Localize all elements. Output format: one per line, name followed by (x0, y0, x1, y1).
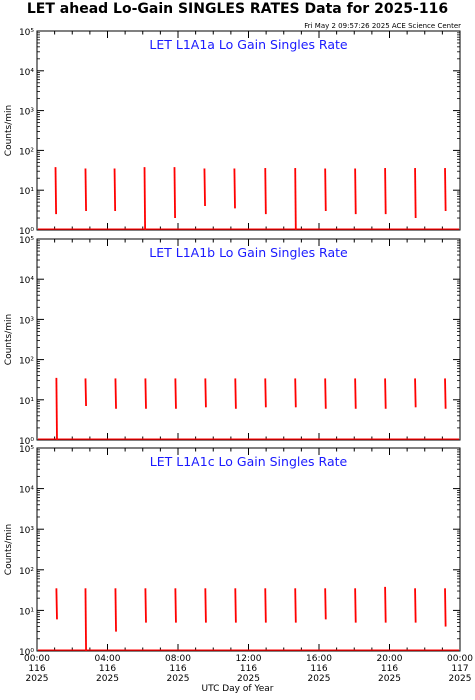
rate-spike (204, 378, 207, 408)
y-tick-label: 10³ (19, 316, 34, 326)
rate-spike (234, 588, 237, 623)
y-tick-label: 10⁴ (19, 486, 34, 496)
y-tick-label: 10⁵ (19, 445, 34, 455)
plot-frame (36, 30, 461, 231)
rate-spike (384, 378, 387, 409)
rate-spike (203, 168, 206, 207)
rate-spike (444, 588, 447, 627)
x-tick-label: 2025 (308, 674, 331, 684)
x-tick-label: 116 (99, 664, 116, 674)
rate-spike (444, 378, 447, 409)
rate-spike (114, 588, 117, 632)
y-tick-label: 10⁵ (19, 28, 34, 38)
rate-spike (414, 168, 417, 219)
plot-frame (36, 238, 461, 441)
x-tick-label: 2025 (378, 674, 401, 684)
rate-spike (143, 167, 147, 231)
rate-spike (84, 378, 87, 407)
y-tick-label: 10³ (19, 526, 34, 536)
rate-spike (294, 168, 297, 231)
rate-spike (324, 168, 327, 212)
x-tick-label: 2025 (26, 674, 49, 684)
x-tick-label: 12:00 (236, 654, 262, 664)
x-tick-label: 117 (451, 664, 468, 674)
rate-spike (324, 378, 327, 409)
x-tick-label: 116 (240, 664, 257, 674)
x-axis-label: UTC Day of Year (201, 684, 274, 694)
panel-title: LET L1A1c Lo Gain Singles Rate (150, 454, 348, 469)
x-tick-label: 08:00 (165, 654, 191, 664)
rate-spike (55, 377, 58, 441)
y-tick-label: 10⁰ (19, 227, 34, 237)
y-tick-label: 10⁰ (19, 437, 34, 447)
y-tick-label: 10¹ (19, 397, 34, 407)
rate-spike (414, 378, 417, 408)
rate-spike (324, 588, 327, 620)
y-tick-label: 10² (19, 147, 34, 157)
rate-spike (264, 378, 267, 408)
x-tick-label: 116 (169, 664, 186, 674)
rate-spike (264, 168, 267, 215)
y-axis-label: Counts/min (4, 105, 14, 156)
chart-main-title: LET ahead Lo-Gain SINGLES RATES Data for… (26, 1, 449, 17)
x-tick-label: 116 (28, 664, 45, 674)
x-tick-label: 2025 (237, 674, 260, 684)
rate-spike (233, 168, 236, 209)
y-tick-label: 10⁴ (19, 276, 34, 286)
rate-spike (173, 167, 176, 219)
rate-spike (144, 588, 147, 623)
x-tick-label: 00:00 (24, 654, 50, 664)
x-tick-label: 2025 (96, 674, 119, 684)
y-tick-label: 10⁴ (19, 68, 34, 78)
rate-spike (384, 586, 387, 623)
y-axis-label: Counts/min (4, 314, 14, 365)
x-tick-label: 2025 (449, 674, 472, 684)
rate-spike (114, 378, 117, 409)
x-tick-label: 16:00 (306, 654, 332, 664)
x-tick-label: 2025 (167, 674, 190, 684)
x-tick-label: 00:00 (447, 654, 473, 664)
rate-spike (384, 168, 387, 215)
y-tick-label: 10⁵ (19, 236, 34, 246)
rate-spike (113, 168, 117, 212)
x-tick-label: 116 (381, 664, 398, 674)
rate-spike (264, 588, 267, 623)
rate-spike (354, 168, 357, 215)
x-tick-label: 20:00 (377, 654, 403, 664)
panel-title: LET L1A1b Lo Gain Singles Rate (149, 245, 348, 260)
y-tick-label: 10³ (19, 108, 34, 118)
rate-spike (174, 378, 177, 409)
rate-spike (84, 588, 87, 652)
rate-spike (84, 168, 87, 212)
rate-spike (234, 378, 237, 409)
rate-spike (294, 588, 297, 623)
y-tick-label: 10⁰ (19, 648, 34, 658)
generation-timestamp: Fri May 2 09:57:26 2025 ACE Science Cent… (304, 22, 461, 30)
rate-spike (54, 167, 58, 215)
plot-frame (36, 447, 461, 652)
rate-spike (144, 378, 147, 409)
y-tick-label: 10¹ (19, 607, 34, 617)
y-tick-label: 10¹ (19, 187, 34, 197)
rate-spike (444, 168, 447, 212)
rate-spike (204, 588, 207, 623)
y-axis-label: Counts/min (4, 524, 14, 575)
x-tick-label: 04:00 (95, 654, 121, 664)
rate-spike (294, 378, 297, 408)
rate-spike (354, 588, 357, 623)
y-tick-label: 10² (19, 357, 34, 367)
rate-spike (414, 588, 417, 623)
panel-title: LET L1A1a Lo Gain Singles Rate (149, 37, 347, 52)
x-tick-label: 116 (310, 664, 327, 674)
rate-spike (354, 378, 357, 409)
y-tick-label: 10² (19, 567, 34, 577)
rate-spike (174, 588, 177, 623)
rate-spike (55, 588, 58, 620)
